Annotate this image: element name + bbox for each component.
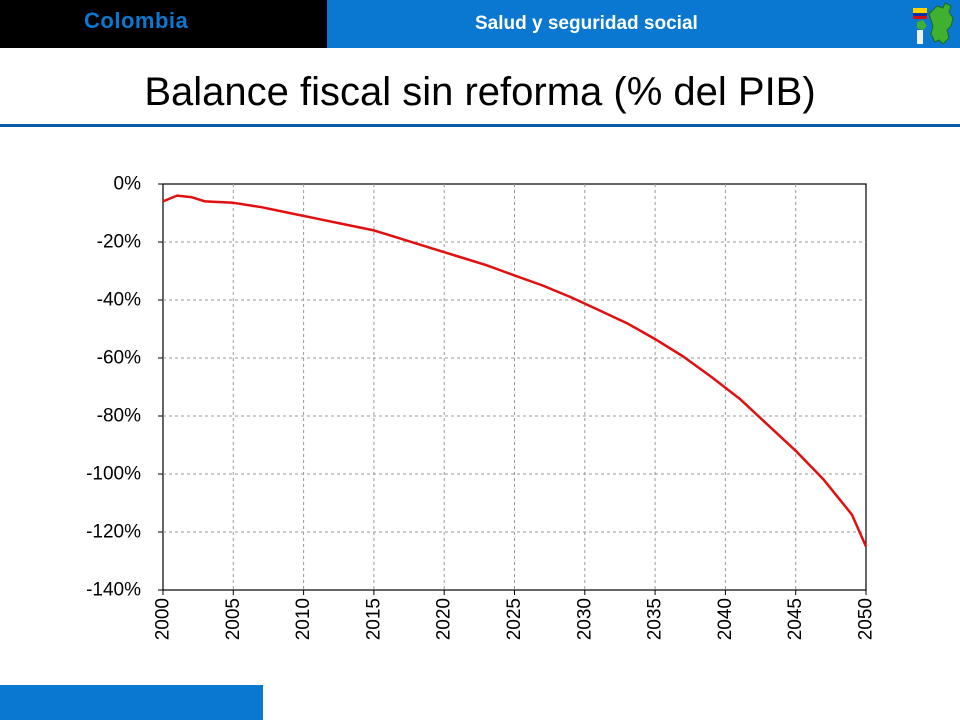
y-tick-label: -60%: [97, 348, 141, 369]
y-tick-label: -20%: [97, 232, 141, 253]
x-tick-label: 2050: [856, 598, 877, 640]
x-tick-label: 2010: [293, 598, 314, 640]
x-tick-label: 2035: [645, 598, 666, 640]
y-tick-label: -40%: [97, 290, 141, 311]
header-section-bar: Salud y seguridad social: [327, 0, 960, 48]
x-tick-label: 2020: [434, 598, 455, 640]
slide-title: Balance fiscal sin reforma (% del PIB): [144, 70, 816, 114]
y-tick-label: -140%: [86, 580, 141, 601]
header-country-bar: Colombia: [0, 0, 327, 48]
x-tick-label: 2025: [504, 598, 525, 640]
country-label: Colombia: [84, 8, 189, 33]
x-tick-label: 2030: [574, 598, 595, 640]
y-tick-label: 0%: [114, 174, 142, 195]
y-tick-label: -120%: [86, 522, 141, 543]
colombia-map-logo-icon: [911, 0, 957, 48]
series-line: [162, 194, 868, 548]
x-tick-label: 2005: [223, 598, 244, 640]
x-tick-label: 2045: [785, 598, 806, 640]
section-label: Salud y seguridad social: [475, 13, 698, 34]
footer-blue-bar: [0, 685, 263, 720]
x-tick-label: 2015: [363, 598, 384, 640]
y-tick-label: -80%: [97, 406, 141, 427]
title-divider: [0, 124, 960, 127]
x-tick-label: 2000: [153, 598, 174, 640]
y-tick-label: -100%: [86, 464, 141, 485]
x-tick-label: 2040: [715, 598, 736, 640]
